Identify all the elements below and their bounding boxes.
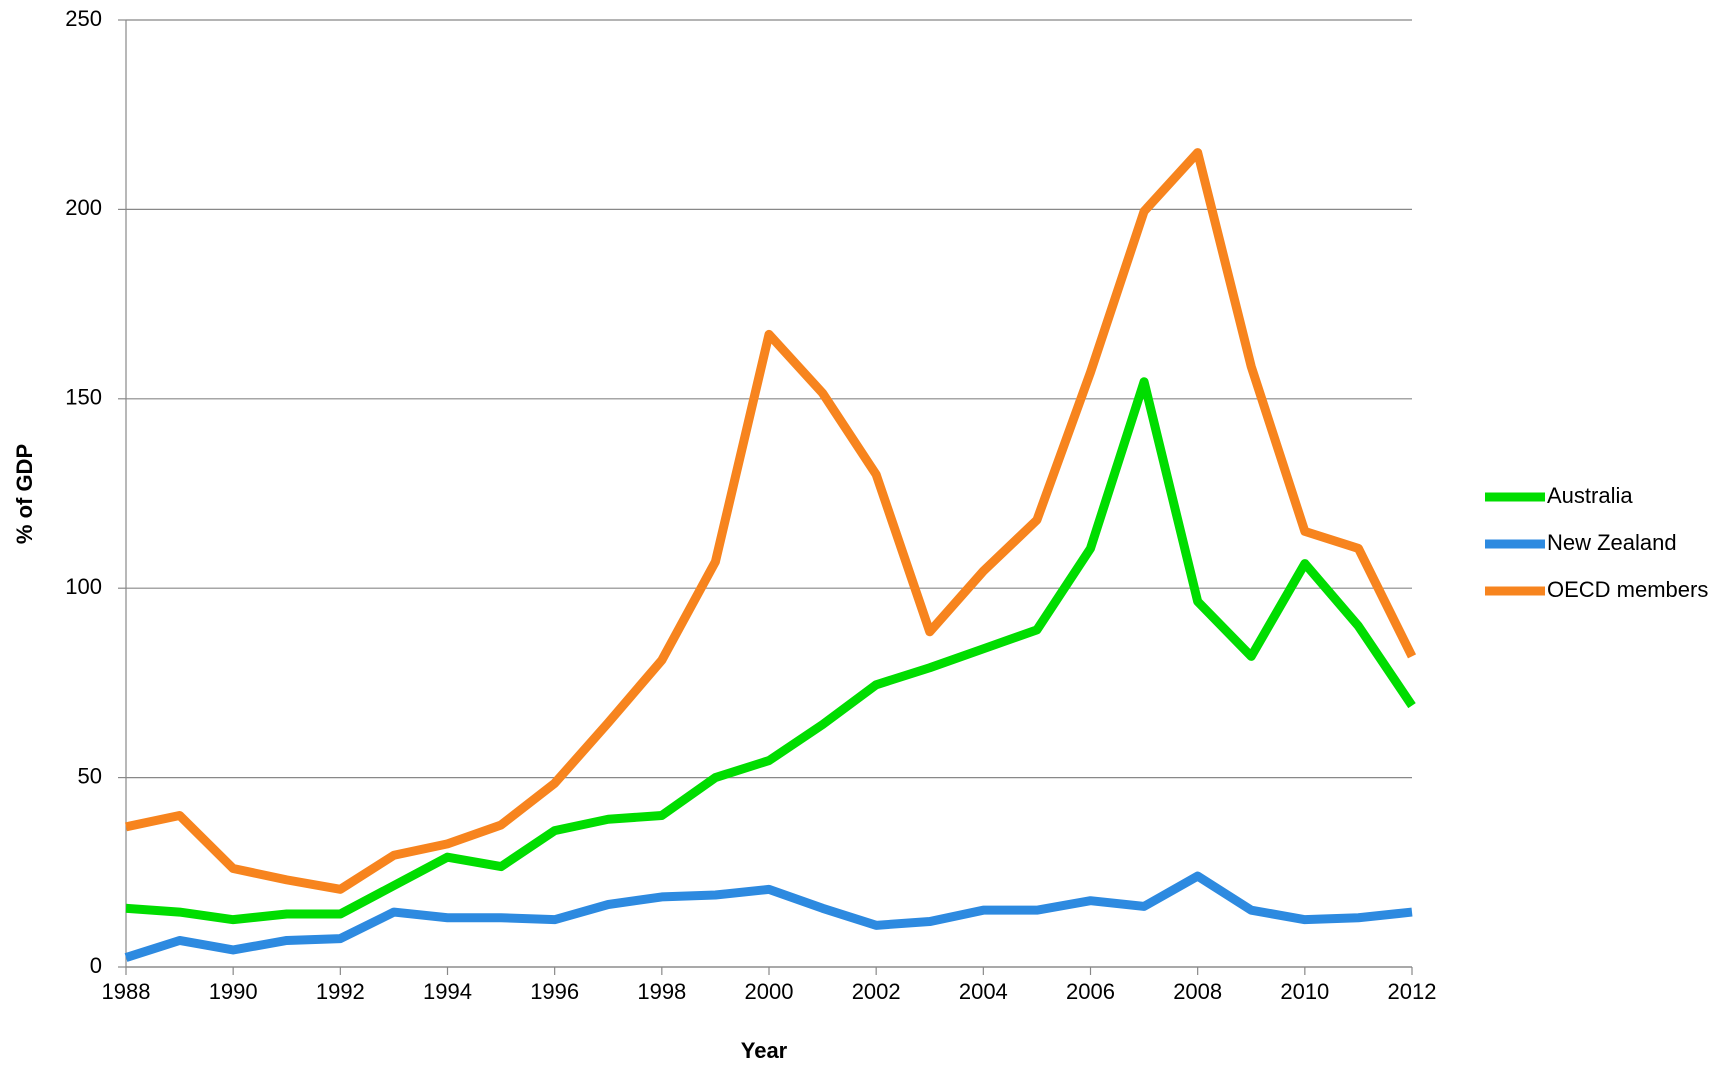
y-tick-label: 100 — [65, 574, 102, 599]
x-tick-label: 2010 — [1280, 979, 1329, 1004]
x-tick-label: 2000 — [745, 979, 794, 1004]
series-line — [125, 377, 1416, 925]
x-tick-label: 1998 — [637, 979, 686, 1004]
legend-label: Australia — [1547, 483, 1633, 508]
x-tick-label: 1996 — [530, 979, 579, 1004]
series-line — [125, 148, 1417, 894]
y-tick-label: 0 — [90, 953, 102, 978]
legend-label: OECD members — [1547, 577, 1708, 602]
legend-label: New Zealand — [1547, 530, 1677, 555]
x-tick-label: 1988 — [102, 979, 151, 1004]
x-tick-label: 2012 — [1388, 979, 1437, 1004]
x-tick-label: 2006 — [1066, 979, 1115, 1004]
y-tick-label: 200 — [65, 195, 102, 220]
x-axis-label: Year — [741, 1038, 788, 1063]
x-tick-label: 1992 — [316, 979, 365, 1004]
y-tick-label: 250 — [65, 6, 102, 31]
y-tick-label: 150 — [65, 385, 102, 410]
y-axis-label: % of GDP — [12, 444, 37, 544]
y-tick-label: 50 — [78, 763, 102, 788]
x-tick-label: 2004 — [959, 979, 1008, 1004]
series-line — [124, 871, 1413, 962]
x-tick-label: 2002 — [852, 979, 901, 1004]
x-tick-label: 2008 — [1173, 979, 1222, 1004]
x-tick-label: 1994 — [423, 979, 472, 1004]
x-tick-label: 1990 — [209, 979, 258, 1004]
